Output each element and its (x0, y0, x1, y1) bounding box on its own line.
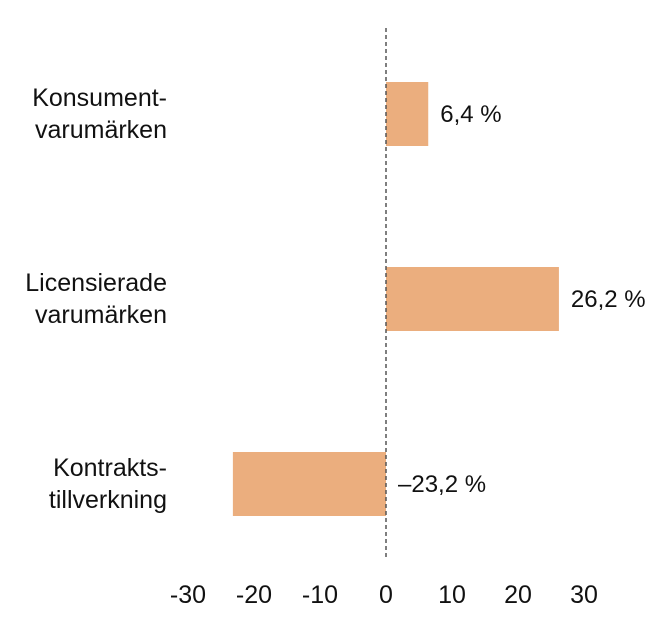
bar-value-label-0: 6,4 % (440, 101, 501, 128)
category-label-0-line-0: Konsument- (32, 84, 167, 112)
value-labels: 6,4 % 26,2 % –23,2 % (398, 101, 646, 498)
bar-2 (232, 452, 386, 516)
category-label-2-line-1: tillverkning (49, 486, 167, 514)
x-axis-tick-labels: -30 -20 -10 0 10 20 30 (170, 581, 598, 609)
category-label-1-line-0: Licensierade (25, 269, 167, 297)
bar-value-label-2: –23,2 % (398, 471, 486, 498)
bar-value-label-1: 26,2 % (571, 286, 646, 313)
bar-1 (386, 267, 559, 331)
x-tick-label-2: -10 (302, 581, 338, 609)
x-tick-label-3: 0 (379, 581, 393, 609)
x-tick-label-4: 10 (438, 581, 466, 609)
bars-layer (232, 82, 559, 516)
category-label-0-line-1: varumärken (35, 116, 167, 144)
category-label-1-line-1: varumärken (35, 301, 167, 329)
x-tick-label-5: 20 (504, 581, 532, 609)
x-tick-label-6: 30 (570, 581, 598, 609)
bar-0 (386, 82, 429, 146)
x-tick-label-1: -20 (236, 581, 272, 609)
category-labels: Konsument-varumärken Licensierade varumärk… (25, 84, 167, 514)
x-tick-label-0: -30 (170, 581, 206, 609)
category-label-2-line-0: Kontrakts- (53, 454, 167, 482)
